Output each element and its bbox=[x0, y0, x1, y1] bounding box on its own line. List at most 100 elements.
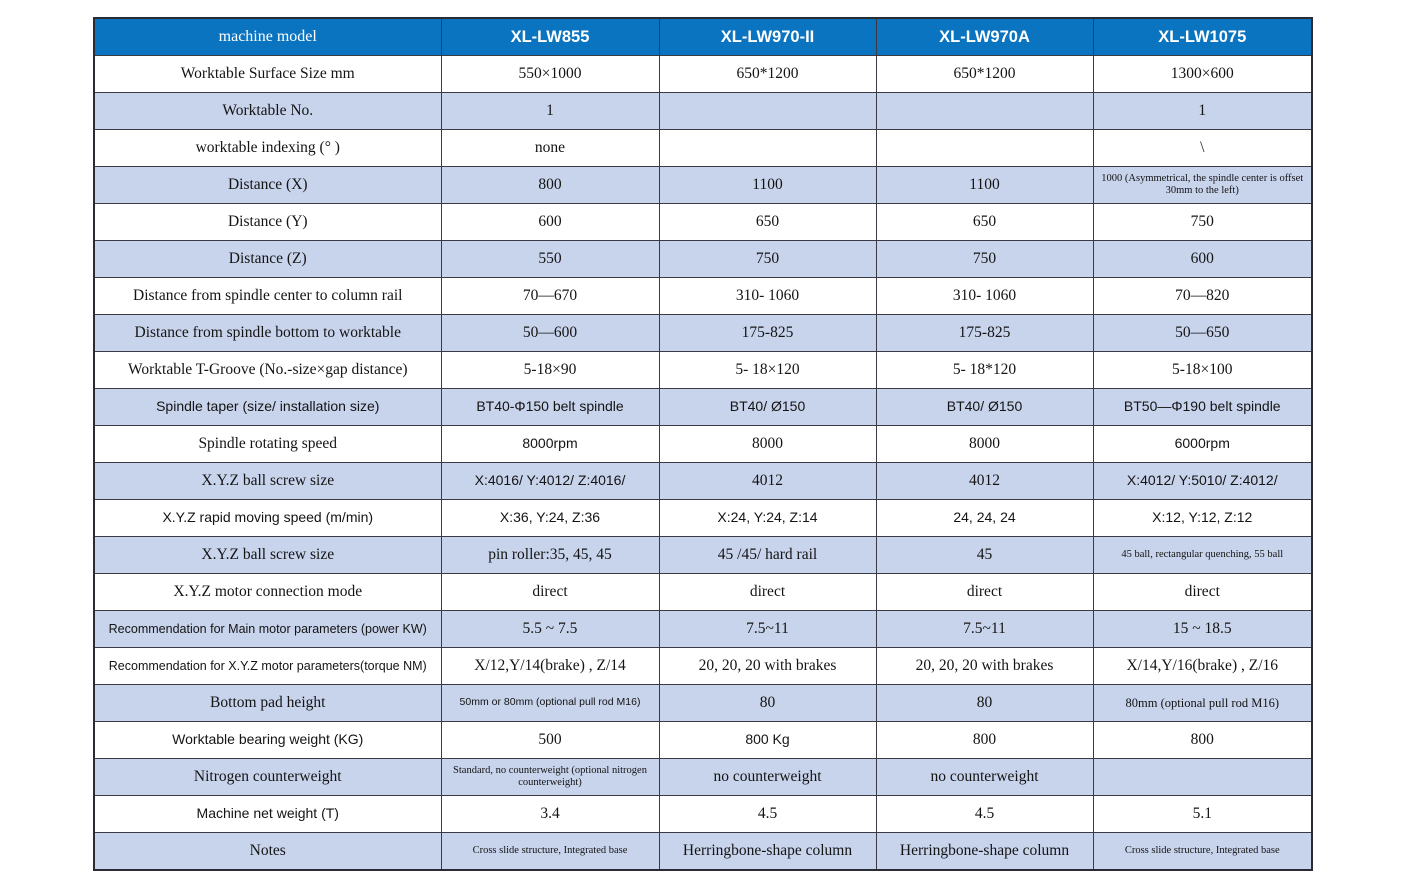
spec-cell: 1100 bbox=[658, 166, 877, 204]
header-row: machine model XL-LW855 XL-LW970-II XL-LW970… bbox=[93, 17, 1313, 56]
row-label: Distance (Z) bbox=[93, 240, 442, 278]
column-header-model: XL-LW970A bbox=[875, 17, 1094, 56]
spec-cell: Standard, no counterweight (optional nit… bbox=[440, 758, 660, 796]
spec-cell: 7.5~11 bbox=[658, 610, 877, 648]
column-header-model: XL-LW855 bbox=[440, 17, 660, 56]
spec-cell: 20, 20, 20 with brakes bbox=[875, 647, 1094, 685]
spec-cell bbox=[875, 92, 1094, 130]
table-row: Distance from spindle center to column r… bbox=[93, 277, 1313, 315]
spec-cell: 600 bbox=[1092, 240, 1313, 278]
spec-cell: X:12, Y:12, Z:12 bbox=[1092, 499, 1313, 537]
spec-cell: 50—600 bbox=[440, 314, 660, 352]
machine-spec-sheet: machine model XL-LW855 XL-LW970-II XL-LW970… bbox=[93, 17, 1313, 871]
spec-cell: 175-825 bbox=[658, 314, 877, 352]
spec-cell bbox=[875, 129, 1094, 167]
table-row: X.Y.Z rapid moving speed (m/min) X:36, Y:… bbox=[93, 499, 1313, 537]
spec-cell: pin roller:35, 45, 45 bbox=[440, 536, 660, 574]
row-label: Spindle taper (size/ installation size) bbox=[93, 388, 442, 426]
spec-cell: 750 bbox=[875, 240, 1094, 278]
table-row: Distance from spindle bottom to worktabl… bbox=[93, 314, 1313, 352]
table-row: Notes Cross slide structure, Integrated b… bbox=[93, 832, 1313, 871]
spec-cell: Herringbone-shape column bbox=[658, 832, 877, 871]
spec-cell: X:4016/ Y:4012/ Z:4016/ bbox=[440, 462, 660, 500]
spec-cell: direct bbox=[875, 573, 1094, 611]
table-row: Worktable No. 1 1 bbox=[93, 92, 1313, 130]
spec-cell: 800 bbox=[1092, 721, 1313, 759]
table-row: X.Y.Z ball screw size X:4016/ Y:4012/ Z:4… bbox=[93, 462, 1313, 500]
spec-cell: 650 bbox=[875, 203, 1094, 241]
spec-cell: 800 bbox=[875, 721, 1094, 759]
spec-cell: Cross slide structure, Integrated base bbox=[440, 832, 660, 871]
spec-cell: 310- 1060 bbox=[658, 277, 877, 315]
spec-cell bbox=[658, 92, 877, 130]
spec-cell: 500 bbox=[440, 721, 660, 759]
spec-cell: 4.5 bbox=[658, 795, 877, 833]
spec-cell: direct bbox=[658, 573, 877, 611]
spec-cell: 1 bbox=[440, 92, 660, 130]
table-row: X.Y.Z motor connection mode direct direct d… bbox=[93, 573, 1313, 611]
spec-cell: 175-825 bbox=[875, 314, 1094, 352]
row-label: Distance (Y) bbox=[93, 203, 442, 241]
row-label: Recommendation for Main motor parameters… bbox=[93, 610, 442, 648]
row-label: Worktable Surface Size mm bbox=[93, 55, 442, 93]
spec-cell: BT50—Φ190 belt spindle bbox=[1092, 388, 1313, 426]
spec-cell: no counterweight bbox=[658, 758, 877, 796]
spec-cell: 45 /45/ hard rail bbox=[658, 536, 877, 574]
table-row: Spindle taper (size/ installation size) B… bbox=[93, 388, 1313, 426]
column-header-model: XL-LW1075 bbox=[1092, 17, 1313, 56]
spec-cell: \ bbox=[1092, 129, 1313, 167]
spec-cell: 50—650 bbox=[1092, 314, 1313, 352]
row-label: X.Y.Z ball screw size bbox=[93, 536, 442, 574]
row-label: Worktable bearing weight (KG) bbox=[93, 721, 442, 759]
spec-table-head: machine model XL-LW855 XL-LW970-II XL-LW970… bbox=[93, 17, 1313, 56]
column-header-model: XL-LW970-II bbox=[658, 17, 877, 56]
spec-cell: 4.5 bbox=[875, 795, 1094, 833]
spec-cell: 5- 18×120 bbox=[658, 351, 877, 389]
spec-cell: X/12,Y/14(brake) , Z/14 bbox=[440, 647, 660, 685]
spec-cell: none bbox=[440, 129, 660, 167]
table-row: Worktable bearing weight (KG) 500 800 Kg 80… bbox=[93, 721, 1313, 759]
spec-cell: 8000 bbox=[658, 425, 877, 463]
spec-cell: 5-18×90 bbox=[440, 351, 660, 389]
spec-cell: 650*1200 bbox=[658, 55, 877, 93]
spec-cell: 70—820 bbox=[1092, 277, 1313, 315]
spec-cell: 650*1200 bbox=[875, 55, 1094, 93]
spec-cell: direct bbox=[1092, 573, 1313, 611]
row-label: Notes bbox=[93, 832, 442, 871]
spec-cell: 550 bbox=[440, 240, 660, 278]
row-label: Machine net weight (T) bbox=[93, 795, 442, 833]
spec-cell: 4012 bbox=[658, 462, 877, 500]
spec-cell: 5.1 bbox=[1092, 795, 1313, 833]
spec-cell: 750 bbox=[1092, 203, 1313, 241]
corner-header-machine-model: machine model bbox=[93, 17, 442, 56]
spec-cell: 50mm or 80mm (optional pull rod M16) bbox=[440, 684, 660, 722]
table-row: Worktable T-Groove (No.-size×gap distanc… bbox=[93, 351, 1313, 389]
table-row: Spindle rotating speed 8000rpm 8000 8000 600… bbox=[93, 425, 1313, 463]
row-label: Worktable No. bbox=[93, 92, 442, 130]
row-label: Distance (X) bbox=[93, 166, 442, 204]
spec-cell: BT40-Φ150 belt spindle bbox=[440, 388, 660, 426]
spec-cell: 5-18×100 bbox=[1092, 351, 1313, 389]
spec-cell: 550×1000 bbox=[440, 55, 660, 93]
spec-cell: 4012 bbox=[875, 462, 1094, 500]
spec-cell: BT40/ Ø150 bbox=[658, 388, 877, 426]
spec-cell: 310- 1060 bbox=[875, 277, 1094, 315]
spec-cell: 45 bbox=[875, 536, 1094, 574]
spec-cell: 1100 bbox=[875, 166, 1094, 204]
spec-cell: 800 bbox=[440, 166, 660, 204]
spec-cell: X:36, Y:24, Z:36 bbox=[440, 499, 660, 537]
spec-cell: 45 ball, rectangular quenching, 55 ball bbox=[1092, 536, 1313, 574]
spec-cell: 20, 20, 20 with brakes bbox=[658, 647, 877, 685]
table-row: Distance (Z) 550 750 750 600 bbox=[93, 240, 1313, 278]
spec-cell: 8000rpm bbox=[440, 425, 660, 463]
row-label: Recommendation for X.Y.Z motor parameter… bbox=[93, 647, 442, 685]
row-label: X.Y.Z motor connection mode bbox=[93, 573, 442, 611]
spec-cell: 24, 24, 24 bbox=[875, 499, 1094, 537]
row-label: Bottom pad height bbox=[93, 684, 442, 722]
table-row: Worktable Surface Size mm 550×1000 650*120… bbox=[93, 55, 1313, 93]
spec-cell: direct bbox=[440, 573, 660, 611]
table-row: Bottom pad height 50mm or 80mm (optional … bbox=[93, 684, 1313, 722]
spec-cell bbox=[658, 129, 877, 167]
table-row: Nitrogen counterweight Standard, no count… bbox=[93, 758, 1313, 796]
row-label: Nitrogen counterweight bbox=[93, 758, 442, 796]
